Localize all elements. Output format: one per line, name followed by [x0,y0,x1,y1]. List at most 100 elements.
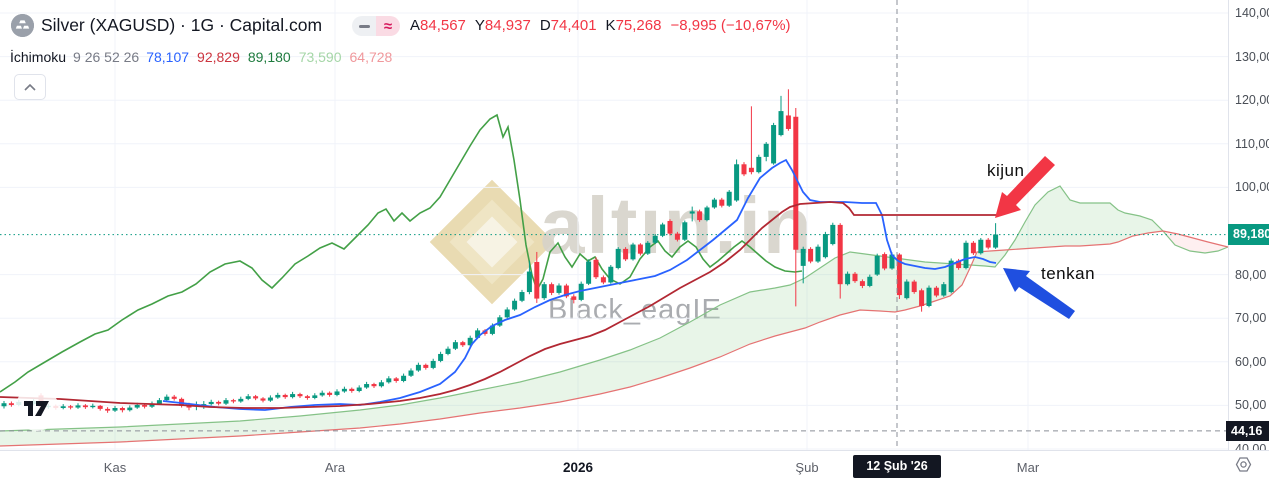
candle-body [68,406,74,408]
ohlc-k: K75,268 [605,17,662,34]
candle-body [593,259,599,278]
candle-body [874,255,880,275]
candle-body [637,244,643,254]
price-tick-label: 80,00 [1235,267,1267,282]
tenkan-line [162,158,997,411]
silver-symbol-icon [11,14,34,37]
candle-body [867,276,873,286]
candle-body [963,242,969,269]
candle-body [171,396,177,399]
tradingview-logo[interactable] [15,387,59,431]
tradingview-logo-glyph [24,401,49,416]
candle-body [600,277,606,283]
candle-body [615,248,621,269]
market-status-button[interactable]: ≈ [376,16,400,36]
candle-body [1,403,7,407]
time-tick-label: 2026 [562,460,594,475]
candle-body [253,396,259,399]
candle-body [563,285,569,297]
candle-body [904,281,910,299]
symbol-title[interactable]: Silver (XAGUSD) · 1G · Capital.com [41,15,323,35]
indicator-value: 92,829 [197,49,240,65]
ohlc-d: D74,401 [539,17,597,34]
candle-body [489,325,495,334]
candle-body [223,400,229,404]
candle-body [541,284,547,299]
price-tick-label: 60,00 [1235,354,1267,369]
candle-body [105,408,111,411]
kijun-annotation-label[interactable]: kijun [987,161,1025,180]
price-tick-label: 130,00 [1235,49,1269,64]
indicator-params: 9 26 52 26 [73,49,140,65]
candle-body [704,207,710,221]
candle-body [341,388,347,392]
price-tick-label: 110,00 [1235,136,1269,151]
candle-body [282,394,288,398]
candle-body [815,246,821,262]
candle-body [60,406,66,409]
candle-body [438,353,444,361]
candle-body [652,235,658,243]
tenkan-annotation-label[interactable]: tenkan [1041,264,1096,283]
candle-body [689,211,695,214]
hide-indicator-button[interactable] [352,16,376,36]
price-tick-label: 140,00 [1235,6,1269,20]
indicator-legend[interactable]: İchimoku 9 26 52 26 78,107 92,829 89,180 73… [10,49,392,65]
candle-body [149,403,155,407]
indicator-value: 89,180 [247,49,291,65]
candle-body [245,396,251,399]
axis-settings-icon[interactable] [1235,456,1252,478]
candle-body [304,396,310,398]
candle-body [763,143,769,157]
candle-body [97,405,103,409]
indicator-value: 73,590 [298,49,342,65]
indicator-values: 78,107 92,829 89,180 73,590 64,728 [146,49,392,65]
senkou-b-line [0,230,1229,447]
candle-body [859,281,865,286]
chikou-line [0,113,803,393]
tenkan-arrow[interactable] [1003,268,1075,319]
time-tick-label: Mar [1016,460,1040,475]
candle-body [697,211,703,221]
indicator-value: 78,107 [146,49,190,65]
candle-body [134,404,140,408]
candle-body [356,387,362,392]
candle-body [238,398,244,402]
candle-body [349,388,355,392]
candle-body [327,392,333,395]
candle-body [756,156,762,173]
candle-body [504,309,510,318]
senkou-a-line [0,185,1229,432]
candle-body [430,360,436,368]
candle-body [623,248,629,260]
price-change: −8,995 (−10,67%) [670,17,791,34]
candle-body [549,284,555,293]
candle-body [956,260,962,269]
candle-body [822,234,828,258]
candle-body [808,248,814,262]
candle-body [882,254,888,269]
candle-body [216,401,222,404]
candle-body [297,394,303,397]
candle-body [674,233,680,240]
candle-body [933,287,939,296]
last-price-badge: 89,180 [1228,224,1269,245]
candle-body [119,408,125,411]
ohlc-a: A84,567 [410,17,466,34]
crosshair-price-badge: 44,16 [1226,421,1269,441]
candle-body [312,395,318,398]
candle-body [726,191,732,206]
collapse-legend-button[interactable] [14,74,46,100]
kijun-line [0,201,997,409]
candle-body [386,378,392,383]
kijun-arrow[interactable] [995,156,1055,218]
candle-body [711,199,717,208]
time-axis[interactable]: Kas Ara 2026 Şub Mar [0,450,1269,483]
candle-body [571,296,577,300]
candle-body [948,260,954,293]
candle-body [75,405,81,408]
candle-body [978,239,984,254]
legend-quick-actions: ≈ [352,16,400,36]
